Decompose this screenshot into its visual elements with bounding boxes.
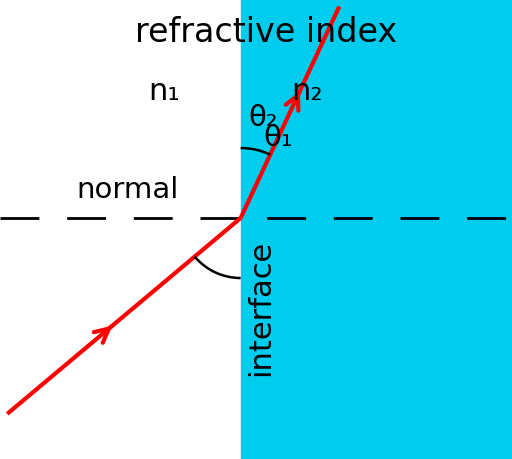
Text: refractive index: refractive index bbox=[135, 16, 397, 49]
Text: n₁: n₁ bbox=[148, 77, 180, 106]
Bar bbox=[0, 0, 241, 459]
Text: θ₂: θ₂ bbox=[248, 105, 278, 133]
Text: normal: normal bbox=[77, 176, 179, 204]
Bar bbox=[241, 0, 512, 459]
Text: interface: interface bbox=[246, 240, 274, 376]
Text: n₂: n₂ bbox=[291, 77, 323, 106]
Text: θ₁: θ₁ bbox=[263, 124, 293, 152]
